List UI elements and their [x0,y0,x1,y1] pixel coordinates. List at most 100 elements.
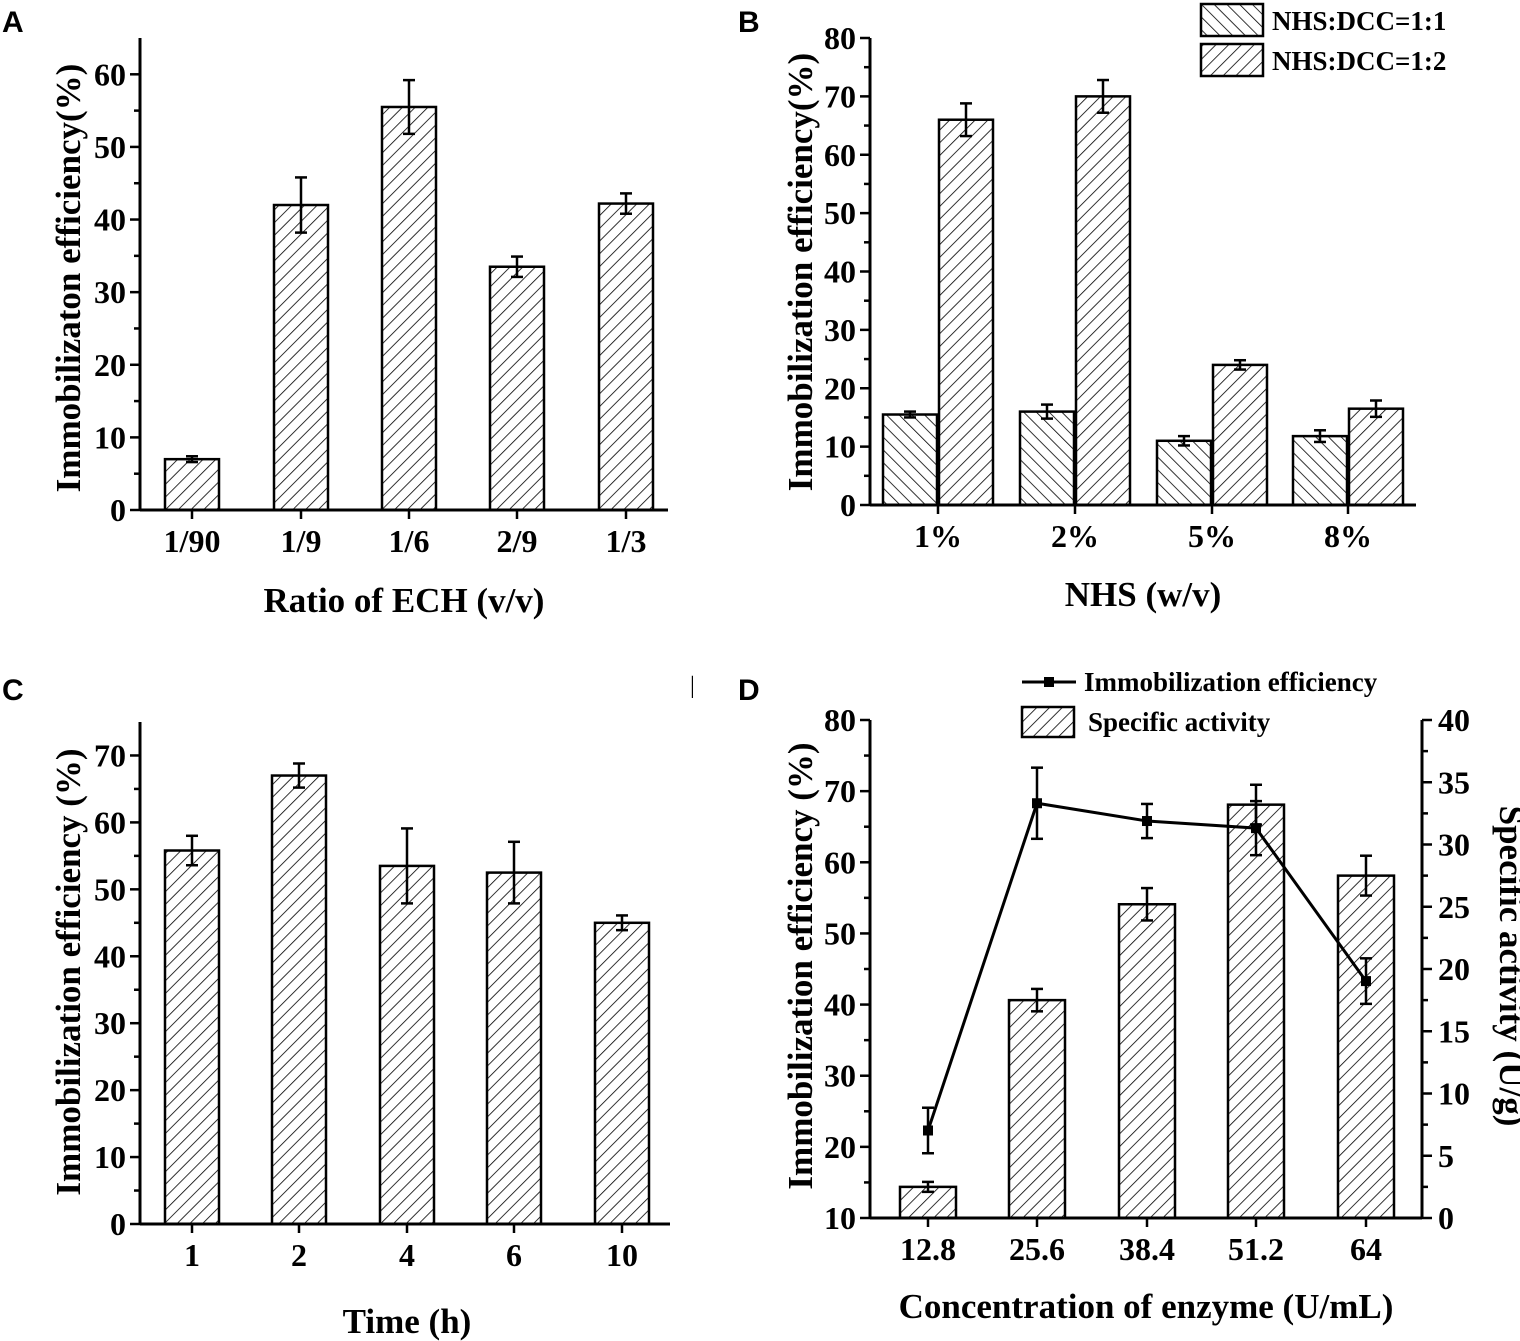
y-tick-label-right: 30 [1438,827,1470,863]
x-tick-label: 1/3 [606,523,647,559]
bar-1 [163,849,221,1226]
y-tick-label: 30 [824,312,856,348]
y-tick-label: 10 [824,1200,856,1236]
legend-label-nhs-dcc-1-1: NHS:DCC=1:1 [1272,6,1446,36]
bar-group-c [163,774,651,1226]
y-tick-label: 30 [94,274,126,310]
x-tick-label: 2/9 [497,523,538,559]
y-tick-label: 0 [840,487,856,523]
y-tick-label: 40 [94,202,126,238]
bar-4 [378,864,436,1226]
y-tick-label-right: 10 [1438,1076,1470,1112]
error-bars-b [904,78,1382,447]
y-tick-label: 30 [94,1005,126,1041]
panel-label-c: C [2,674,24,707]
y-tick-label: 70 [824,773,856,809]
y-tick-label-right: 0 [1438,1200,1454,1236]
axes-c: 0 10 20 30 40 50 60 70 1 2 4 6 10 [94,722,670,1273]
y-tick-label: 50 [94,129,126,165]
x-tick-label: 12.8 [900,1231,956,1267]
x-axis-title-d: Concentration of enzyme (U/mL) [899,1287,1394,1326]
x-axis-title-a: Ratio of ECH (v/v) [264,581,545,620]
x-tick-label: 5% [1188,518,1236,554]
x-tick-label: 4 [399,1237,415,1273]
y-axis-title-a: Immobilizaton efficiency(%) [49,64,88,493]
bar-NHS:DCC=1:2-1% [937,118,995,507]
y-tick-label: 70 [824,78,856,114]
x-tick-label: 2 [291,1237,307,1273]
legend-d: Immobilization efficiency Specific activ… [1020,667,1378,739]
bar-specific-activity-51.2 [1226,803,1286,1220]
y-tick-label: 30 [824,1058,856,1094]
line-series-d [922,766,1372,1155]
y-tick-label: 10 [824,429,856,465]
x-tick-label: 64 [1350,1231,1382,1267]
y-tick-label: 60 [824,844,856,880]
chart-panel-a: 0 10 20 30 40 50 60 1/90 1/9 1/6 2/9 1/3 Ratio of E… [49,38,668,620]
legend-marker-immobilization [1044,677,1054,687]
bar-6 [485,871,543,1226]
legend-swatch-specific-activity [1020,705,1076,739]
y-tick-label: 80 [824,702,856,738]
y-tick-label-right: 5 [1438,1138,1454,1174]
x-tick-label: 8% [1324,518,1372,554]
panel-label-d: D [738,674,760,707]
panel-label-b: B [738,6,760,39]
bar-1/6 [380,105,438,512]
axes-d: 10 20 30 40 50 60 70 80 12.8 25.6 38.4 51.2 64 0 5 10 15… [824,702,1470,1267]
bar-specific-activity-25.6 [1007,998,1067,1220]
x-tick-label: 1/9 [281,523,322,559]
y-tick-label-right: 20 [1438,951,1470,987]
bar-2 [270,774,328,1226]
x-axis-title-b: NHS (w/v) [1065,575,1222,614]
y-tick-label-right: 15 [1438,1013,1470,1049]
error-bars-a [186,78,632,464]
y-tick-label: 20 [824,1129,856,1165]
axes-b: 0 10 20 30 40 50 60 70 80 1% 2% 5% 8% [824,20,1416,554]
x-axis-title-c: Time (h) [343,1302,472,1341]
bar-NHS:DCC=1:2-5% [1211,363,1269,507]
y-tick-label: 40 [824,254,856,290]
x-tick-label: 51.2 [1228,1231,1284,1267]
y-tick-label: 70 [94,737,126,773]
y-tick-label: 60 [824,137,856,173]
bar-2/9 [488,265,546,512]
line-point-64 [1361,976,1371,987]
error-bars-c [186,762,628,932]
legend-label-immobilization: Immobilization efficiency [1084,667,1378,697]
y-tick-label: 50 [94,871,126,907]
legend-swatch-nhs-dcc-1-2 [1199,42,1265,78]
legend-label-specific-activity: Specific activity [1088,707,1271,737]
y-tick-label: 60 [94,56,126,92]
y-tick-label: 50 [824,915,856,951]
x-tick-label: 25.6 [1009,1231,1065,1267]
y-tick-label: 20 [94,1072,126,1108]
x-tick-label: 1/6 [389,523,430,559]
bar-NHS:DCC=1:2-2% [1074,95,1132,507]
legend-label-nhs-dcc-1-2: NHS:DCC=1:2 [1272,46,1446,76]
line-point-38.4 [1142,816,1152,827]
bar-1/9 [272,203,330,512]
x-tick-label: 6 [506,1237,522,1273]
y-tick-label-right: 40 [1438,702,1470,738]
y-tick-label: 20 [824,370,856,406]
axes-a: 0 10 20 30 40 50 60 1/90 1/9 1/6 2/9 1/3 [94,38,668,559]
y-tick-label: 50 [824,195,856,231]
x-tick-label: 1 [184,1237,200,1273]
chart-panel-b: 0 10 20 30 40 50 60 70 80 1% 2% 5% 8% NHS:DCC=1:1 NH… [781,2,1446,614]
line-point-51.2 [1251,823,1261,834]
bar-NHS:DCC=1:1-5% [1155,439,1213,507]
y-tick-label: 60 [94,804,126,840]
y-axis-title-b: Immobilization efficiency(%) [781,53,820,491]
y-tick-label: 20 [94,347,126,383]
bar-group-b [881,95,1405,507]
line-point-25.6 [1032,798,1042,809]
y-axis-title-c: Immobilization efficiency (%) [49,748,88,1195]
chart-panel-d: 10 20 30 40 50 60 70 80 12.8 25.6 38.4 51.2 64 0 5 10 15… [781,667,1520,1326]
y-tick-label: 10 [94,1139,126,1175]
stray-mark: | [690,673,695,699]
y-axis-title-right-d: Specific activity (U/g) [1492,806,1520,1127]
x-tick-label: 2% [1051,518,1099,554]
legend-swatch-nhs-dcc-1-1 [1199,2,1265,38]
